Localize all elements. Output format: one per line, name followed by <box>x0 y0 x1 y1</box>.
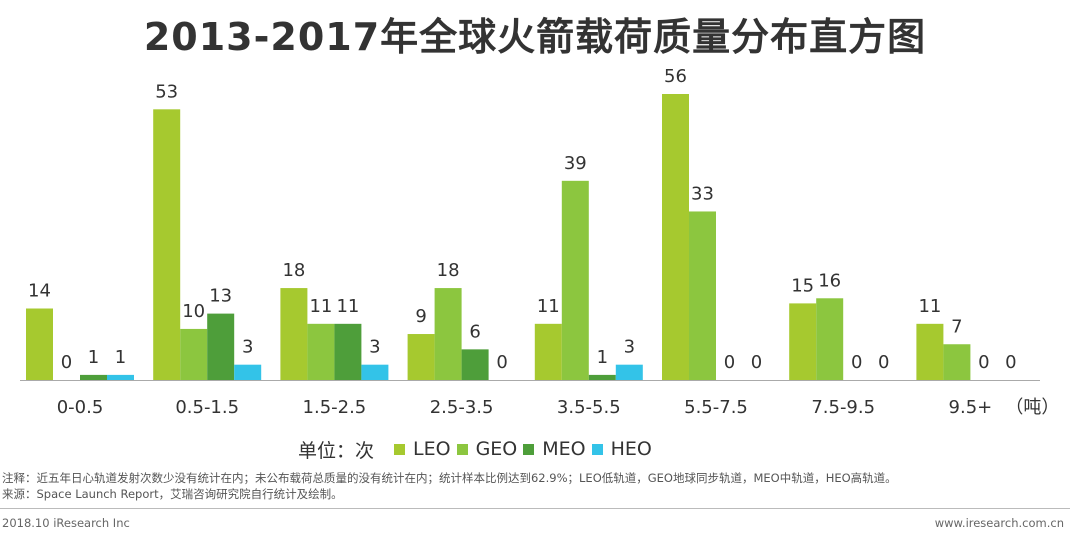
legend-swatch-meo <box>523 443 535 455</box>
data-label-heo-5: 0 <box>751 352 762 373</box>
data-label-leo-6: 15 <box>791 275 814 296</box>
data-label-geo-0: 0 <box>61 352 72 373</box>
bar-heo-2 <box>361 364 389 380</box>
x-tick-label-6: 7.5-9.5 <box>811 397 875 418</box>
bar-geo-3 <box>434 288 462 380</box>
data-label-meo-0: 1 <box>88 347 99 368</box>
data-label-leo-2: 18 <box>282 260 305 281</box>
note-line-1: 注释：近五年日心轨道发射次数少没有统计在内；未公布载荷总质量的没有统计在内；统计… <box>2 471 897 485</box>
bar-meo-0 <box>80 374 107 380</box>
notes: 注释：近五年日心轨道发射次数少没有统计在内；未公布载荷总质量的没有统计在内；统计… <box>2 470 897 502</box>
bar-meo-2 <box>334 323 362 380</box>
bar-leo-5 <box>662 94 689 380</box>
legend-label-leo: LEO <box>413 438 451 460</box>
footer-website: www.iresearch.com.cn <box>934 516 1064 530</box>
data-label-heo-7: 0 <box>1005 352 1016 373</box>
data-label-meo-2: 11 <box>336 296 359 317</box>
data-label-geo-2: 11 <box>309 296 332 317</box>
bar-geo-5 <box>689 211 716 380</box>
legend-swatch-geo <box>456 443 468 455</box>
data-label-meo-6: 0 <box>851 352 862 373</box>
legend-label-meo: MEO <box>542 438 586 460</box>
data-label-leo-3: 9 <box>415 306 426 327</box>
bar-geo-6 <box>816 298 844 380</box>
data-label-geo-1: 10 <box>182 301 205 322</box>
data-label-geo-7: 7 <box>951 316 962 337</box>
bar-heo-4 <box>615 364 643 380</box>
bar-meo-3 <box>461 349 489 380</box>
bar-geo-2 <box>307 323 335 380</box>
legend-item-leo: LEO <box>394 438 451 460</box>
data-label-heo-1: 3 <box>242 337 253 358</box>
data-label-leo-5: 56 <box>664 66 687 87</box>
legend-label-geo: GEO <box>475 438 518 460</box>
data-label-heo-0: 1 <box>115 347 126 368</box>
x-tick-label-3: 2.5-3.5 <box>430 397 494 418</box>
bar-leo-2 <box>280 288 308 380</box>
bar-leo-3 <box>407 334 435 380</box>
data-label-meo-3: 6 <box>469 321 480 342</box>
data-label-heo-2: 3 <box>369 337 380 358</box>
bar-heo-0 <box>107 374 134 380</box>
data-label-meo-7: 0 <box>978 352 989 373</box>
x-tick-label-1: 0.5-1.5 <box>175 397 239 418</box>
bar-leo-6 <box>789 303 817 380</box>
data-label-geo-5: 33 <box>691 183 714 204</box>
source-line: 来源：Space Launch Report，艾瑞咨询研究院自行统计及绘制。 <box>2 487 343 501</box>
data-label-meo-5: 0 <box>724 352 735 373</box>
legend: 单位：次 LEO GEO MEO HEO <box>298 436 658 462</box>
bar-leo-4 <box>534 323 562 380</box>
unit-label: 单位：次 <box>298 439 375 462</box>
bar-meo-4 <box>588 374 616 380</box>
chart-title: 2013-2017年全球火箭载荷质量分布直方图 <box>143 15 927 59</box>
footer-divider <box>0 508 1070 509</box>
bar-heo-1 <box>234 364 262 380</box>
x-tick-label-7: 9.5+ <box>949 397 993 418</box>
x-tick-label-2: 1.5-2.5 <box>303 397 367 418</box>
x-tick-label-4: 3.5-5.5 <box>557 397 621 418</box>
data-label-meo-1: 13 <box>209 286 232 307</box>
x-tick-label-5: 5.5-7.5 <box>684 397 748 418</box>
data-label-leo-4: 11 <box>537 296 560 317</box>
bar-meo-1 <box>207 313 235 380</box>
bar-leo-0 <box>26 308 53 380</box>
data-label-heo-4: 3 <box>624 337 635 358</box>
data-label-meo-4: 1 <box>597 347 608 368</box>
data-label-leo-7: 11 <box>918 296 941 317</box>
legend-item-heo: HEO <box>591 438 652 460</box>
data-label-leo-0: 14 <box>28 281 51 302</box>
bar-leo-1 <box>153 109 181 381</box>
legend-swatch-heo <box>591 443 603 455</box>
bar-leo-7 <box>916 323 944 380</box>
x-tick-label-0: 0-0.5 <box>57 397 104 418</box>
legend-label-heo: HEO <box>610 438 652 460</box>
data-label-geo-3: 18 <box>437 260 460 281</box>
legend-item-geo: GEO <box>456 438 518 460</box>
data-label-geo-4: 39 <box>564 153 587 174</box>
legend-swatch-leo <box>394 443 406 455</box>
data-label-geo-6: 16 <box>818 270 841 291</box>
data-label-heo-3: 0 <box>496 352 507 373</box>
legend-item-meo: MEO <box>523 438 586 460</box>
bar-geo-4 <box>561 180 589 380</box>
data-label-heo-6: 0 <box>878 352 889 373</box>
bar-geo-1 <box>180 328 208 380</box>
footer-date: 2018.10 iResearch Inc <box>2 516 130 530</box>
x-axis-unit: （吨） <box>1005 397 1059 418</box>
data-label-leo-1: 53 <box>155 81 178 102</box>
bar-geo-7 <box>943 344 971 380</box>
